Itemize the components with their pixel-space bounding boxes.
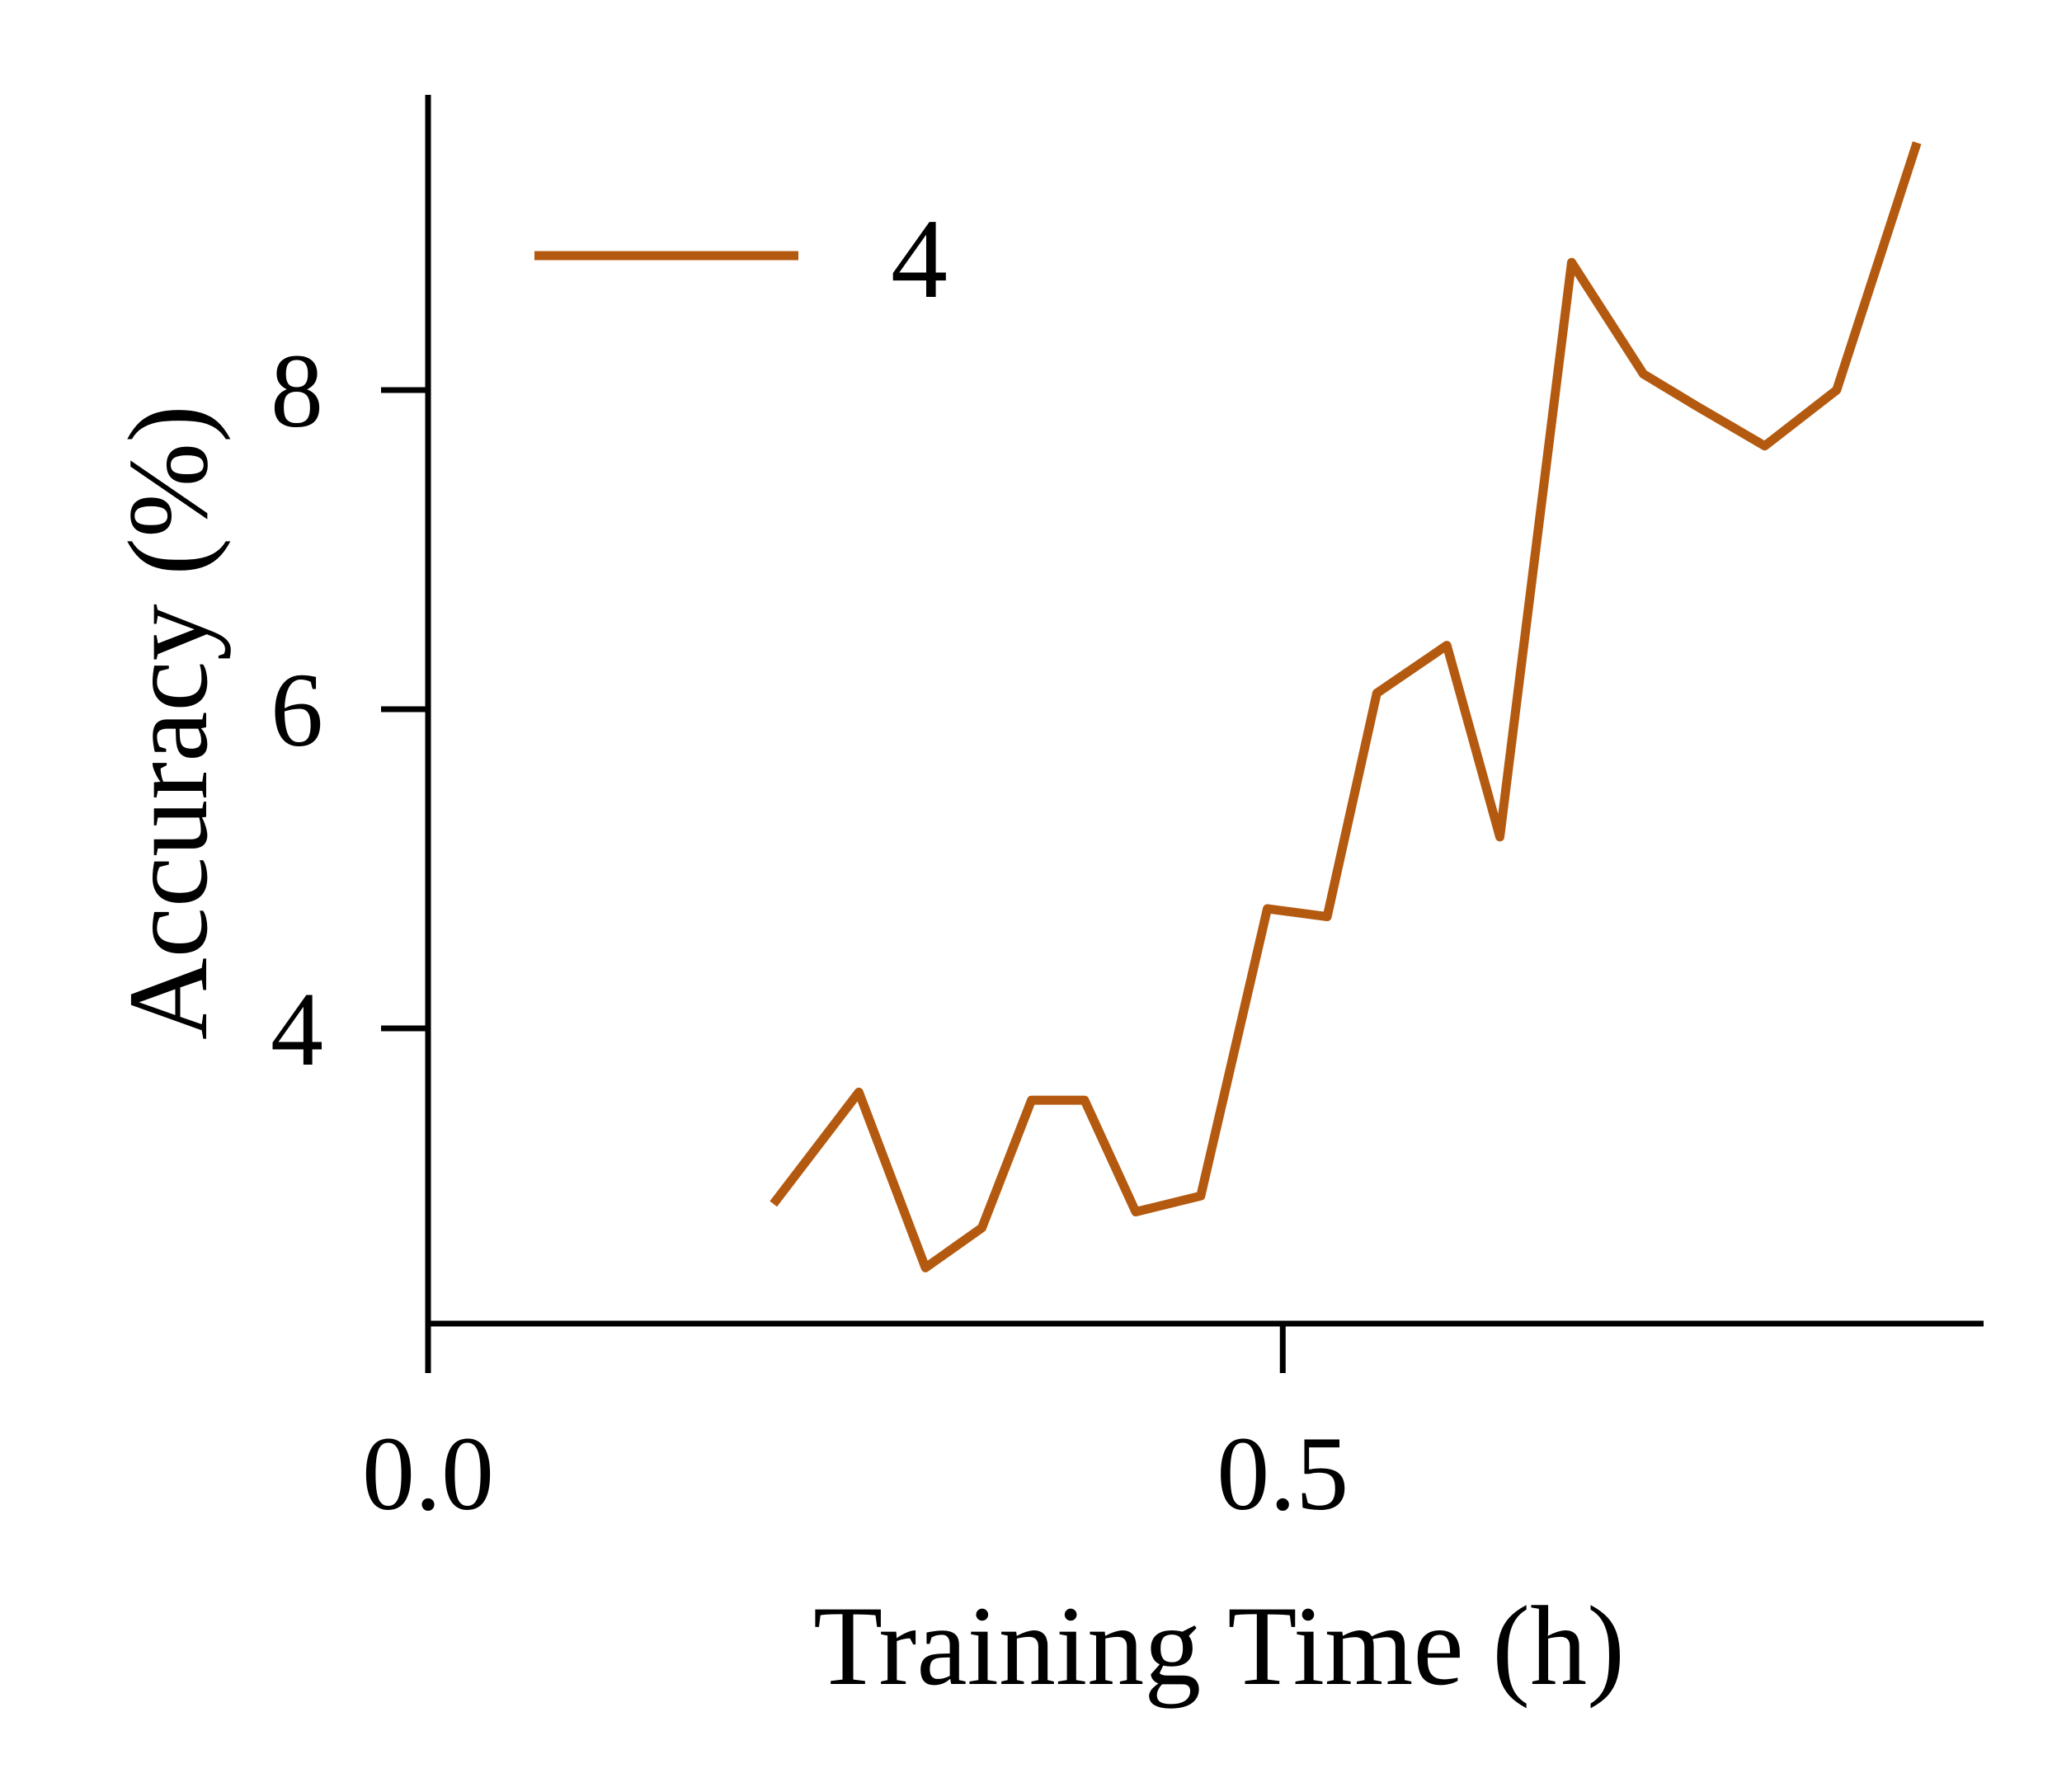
legend-label: 4 bbox=[891, 195, 948, 322]
y-axis-title: Accuracy (%) bbox=[105, 405, 231, 1040]
x-tick-label: 0.5 bbox=[1217, 1415, 1349, 1532]
y-tick-label: 8 bbox=[271, 332, 323, 449]
y-tick-label: 6 bbox=[271, 651, 323, 769]
x-axis-title: Training Time (h) bbox=[813, 1583, 1625, 1709]
legend: 4 bbox=[534, 195, 948, 322]
x-ticks: 0.0 0.5 bbox=[362, 1324, 1349, 1532]
y-ticks: 4 6 8 bbox=[271, 332, 428, 1088]
y-tick-label: 4 bbox=[271, 971, 323, 1088]
axes bbox=[425, 95, 1984, 1327]
series-layer bbox=[770, 141, 1922, 1272]
series-line-0 bbox=[770, 141, 1922, 1272]
x-tick-label: 0.0 bbox=[362, 1415, 494, 1532]
